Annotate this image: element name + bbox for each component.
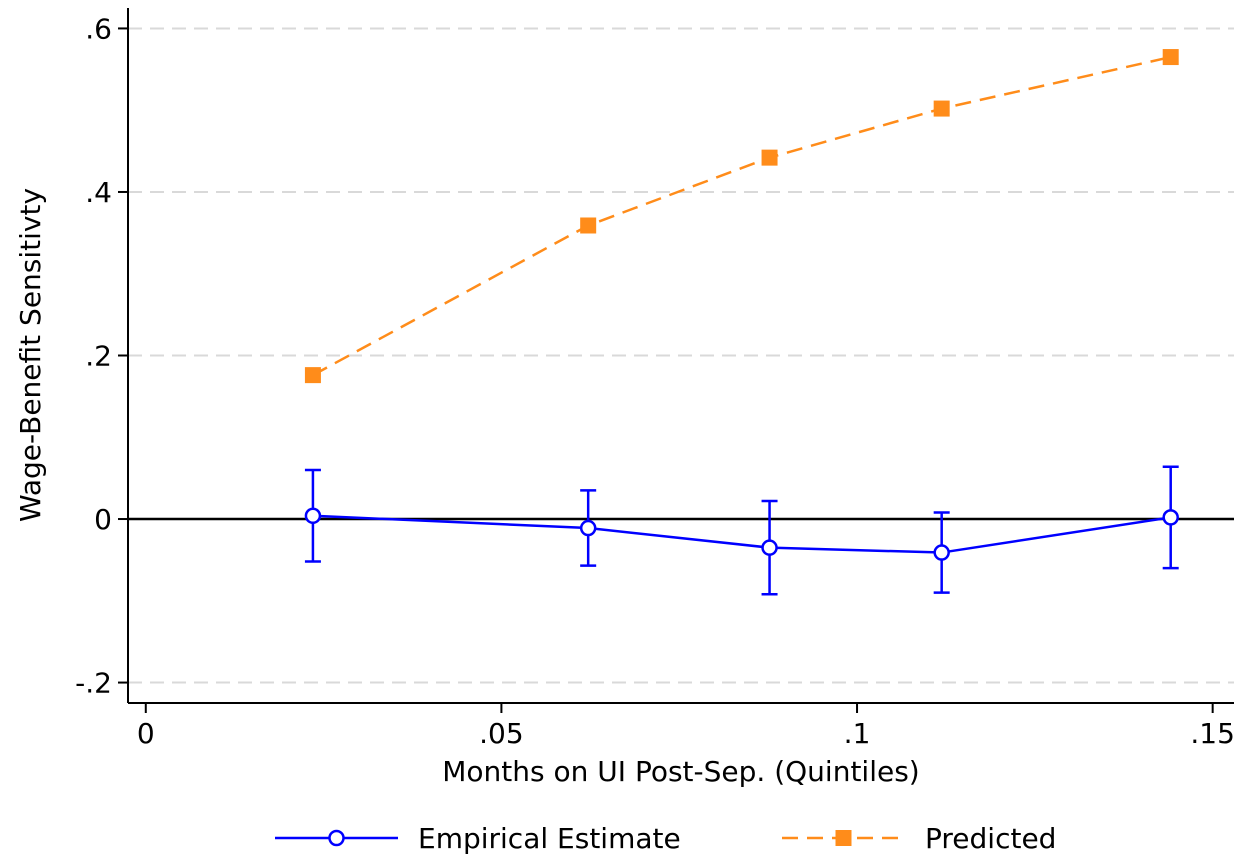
legend-label: Empirical Estimate bbox=[418, 822, 681, 855]
y-tick-label: .2 bbox=[85, 340, 112, 373]
y-axis-title: Wage-Benefit Sensitivty bbox=[14, 188, 47, 522]
y-tick-label: 0 bbox=[94, 503, 112, 536]
series-1 bbox=[304, 465, 1179, 596]
x-tick-label: .15 bbox=[1190, 717, 1235, 750]
x-tick-label: .05 bbox=[479, 717, 524, 750]
legend: Empirical Estimate Predicted bbox=[275, 822, 1056, 855]
legend-marker bbox=[328, 829, 345, 847]
y-tick-label: .6 bbox=[85, 12, 112, 45]
x-axis-title: Months on UI Post-Sep. (Quintiles) bbox=[442, 755, 919, 788]
series-layer bbox=[304, 49, 1179, 596]
data-point bbox=[1162, 509, 1179, 526]
legend-item: Empirical Estimate bbox=[275, 822, 681, 855]
legend-item: Predicted bbox=[782, 822, 1056, 855]
data-point bbox=[933, 544, 950, 561]
data-point bbox=[580, 217, 597, 234]
series-line bbox=[312, 514, 1171, 554]
data-point bbox=[579, 519, 597, 537]
data-point bbox=[304, 507, 322, 525]
legend-label: Predicted bbox=[925, 822, 1056, 855]
gridlines bbox=[128, 27, 1234, 684]
x-tick-label: .1 bbox=[844, 717, 871, 750]
y-tick-label: -.2 bbox=[75, 667, 112, 700]
legend-marker bbox=[835, 830, 852, 846]
data-point bbox=[304, 367, 321, 384]
y-tick-label: .4 bbox=[85, 176, 112, 209]
series-line bbox=[312, 55, 1171, 377]
axes: -.2 0 .2 .4 .6 0 .05 .1 .15 bbox=[75, 8, 1235, 750]
data-point bbox=[761, 149, 778, 166]
data-point bbox=[933, 100, 950, 117]
x-tick-label: 0 bbox=[137, 717, 155, 750]
data-point bbox=[761, 539, 778, 556]
series-2 bbox=[304, 49, 1179, 384]
data-point bbox=[1162, 49, 1179, 66]
